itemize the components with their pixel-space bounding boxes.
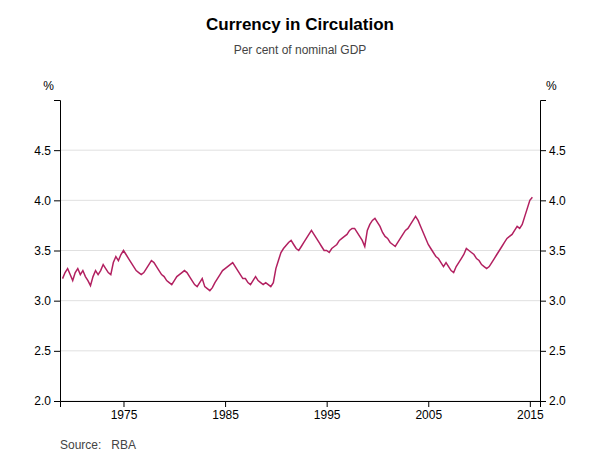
- tick: 3.5: [540, 244, 566, 258]
- tick-label: 1985: [212, 408, 239, 422]
- tick-label: 4.0: [549, 194, 566, 208]
- y2-axis-line: [541, 101, 547, 402]
- tick: 3.0: [540, 294, 566, 308]
- tick-mark: [123, 401, 124, 407]
- tick-label: 2015: [517, 408, 544, 422]
- grid-line: [60, 150, 540, 151]
- tick: 3.5: [34, 244, 60, 258]
- tick-label: 3.5: [549, 244, 566, 258]
- tick-mark: [54, 401, 60, 402]
- tick-label: 4.0: [34, 194, 51, 208]
- subtitle: Per cent of nominal GDP: [234, 43, 367, 57]
- x-axis: 1975 1985 1995 2005 2015: [61, 401, 545, 422]
- tick-mark: [540, 150, 546, 151]
- grid-line: [60, 200, 540, 201]
- plot: 197519851995200520152.02.53.03.54.04.52.…: [34, 79, 566, 422]
- tick: 1975: [111, 401, 138, 422]
- tick: 3.0: [34, 294, 60, 308]
- tick: 4.0: [34, 194, 60, 208]
- tick-label: 4.5: [549, 144, 566, 158]
- tick-mark: [428, 401, 429, 407]
- tick-label: 2005: [415, 408, 442, 422]
- tick: 2005: [415, 401, 442, 422]
- y2-axis: 2.0 2.5 3.0 3.5 4.0 4.5: [540, 101, 566, 409]
- tick: 4.5: [540, 144, 566, 158]
- tick-label: 1975: [111, 408, 138, 422]
- tick-mark: [54, 251, 60, 252]
- tick-label: 4.5: [34, 144, 51, 158]
- tick: 2.5: [540, 344, 566, 358]
- y-axis: 2.0 2.5 3.0 3.5 4.0 4.5: [34, 101, 60, 409]
- source: Source: RBA: [60, 438, 136, 452]
- tick-label: 2.5: [549, 344, 566, 358]
- tick-label: 2.5: [34, 344, 51, 358]
- x-axis-line: [61, 402, 541, 408]
- grid-line: [60, 300, 540, 301]
- tick-mark: [530, 401, 531, 407]
- tick-mark: [540, 401, 546, 402]
- tick: 2.5: [34, 344, 60, 358]
- y-axis-line: [54, 101, 61, 402]
- tick: 1985: [212, 401, 239, 422]
- tick-mark: [540, 200, 546, 201]
- tick-mark: [327, 401, 328, 407]
- tick-label: 2.0: [34, 394, 51, 408]
- tick: 4.0: [540, 194, 566, 208]
- title: Currency in Circulation: [206, 15, 394, 34]
- tick-mark: [54, 301, 60, 302]
- grid-line: [60, 350, 540, 351]
- tick: 2015: [517, 401, 544, 422]
- grid: [60, 150, 540, 401]
- tick-label: 1995: [314, 408, 341, 422]
- tick-mark: [540, 251, 546, 252]
- chart: Currency in Circulation Per cent of nomin…: [0, 0, 600, 463]
- tick-label: 3.0: [34, 294, 51, 308]
- line: [63, 197, 533, 290]
- tick: 1995: [314, 401, 341, 422]
- tick-mark: [54, 351, 60, 352]
- tick-mark: [54, 150, 60, 151]
- tick: 2.0: [540, 394, 566, 408]
- tick-label: 2.0: [549, 394, 566, 408]
- tick-mark: [540, 301, 546, 302]
- tick-label: 3.5: [34, 244, 51, 258]
- tick: 4.5: [34, 144, 60, 158]
- tick-mark: [54, 200, 60, 201]
- marks: [63, 197, 533, 290]
- tick-mark: [540, 351, 546, 352]
- y2-axis-label: %: [546, 79, 557, 93]
- tick: 2.0: [34, 394, 60, 408]
- tick-mark: [225, 401, 226, 407]
- y-axis-label: %: [43, 79, 54, 93]
- tick-label: 3.0: [549, 294, 566, 308]
